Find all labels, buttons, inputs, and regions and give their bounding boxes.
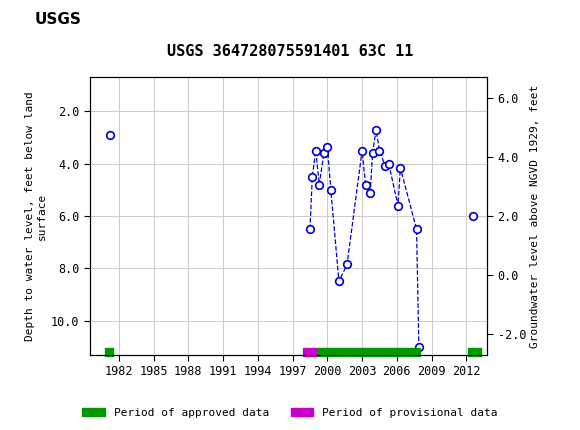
Y-axis label: Depth to water level, feet below land
surface: Depth to water level, feet below land su…: [25, 91, 47, 341]
Text: USGS: USGS: [34, 12, 81, 27]
Y-axis label: Groundwater level above NGVD 1929, feet: Groundwater level above NGVD 1929, feet: [530, 84, 541, 348]
Legend: Period of approved data, Period of provisional data: Period of approved data, Period of provi…: [78, 403, 502, 422]
Text: USGS 364728075591401 63C 11: USGS 364728075591401 63C 11: [167, 44, 413, 59]
